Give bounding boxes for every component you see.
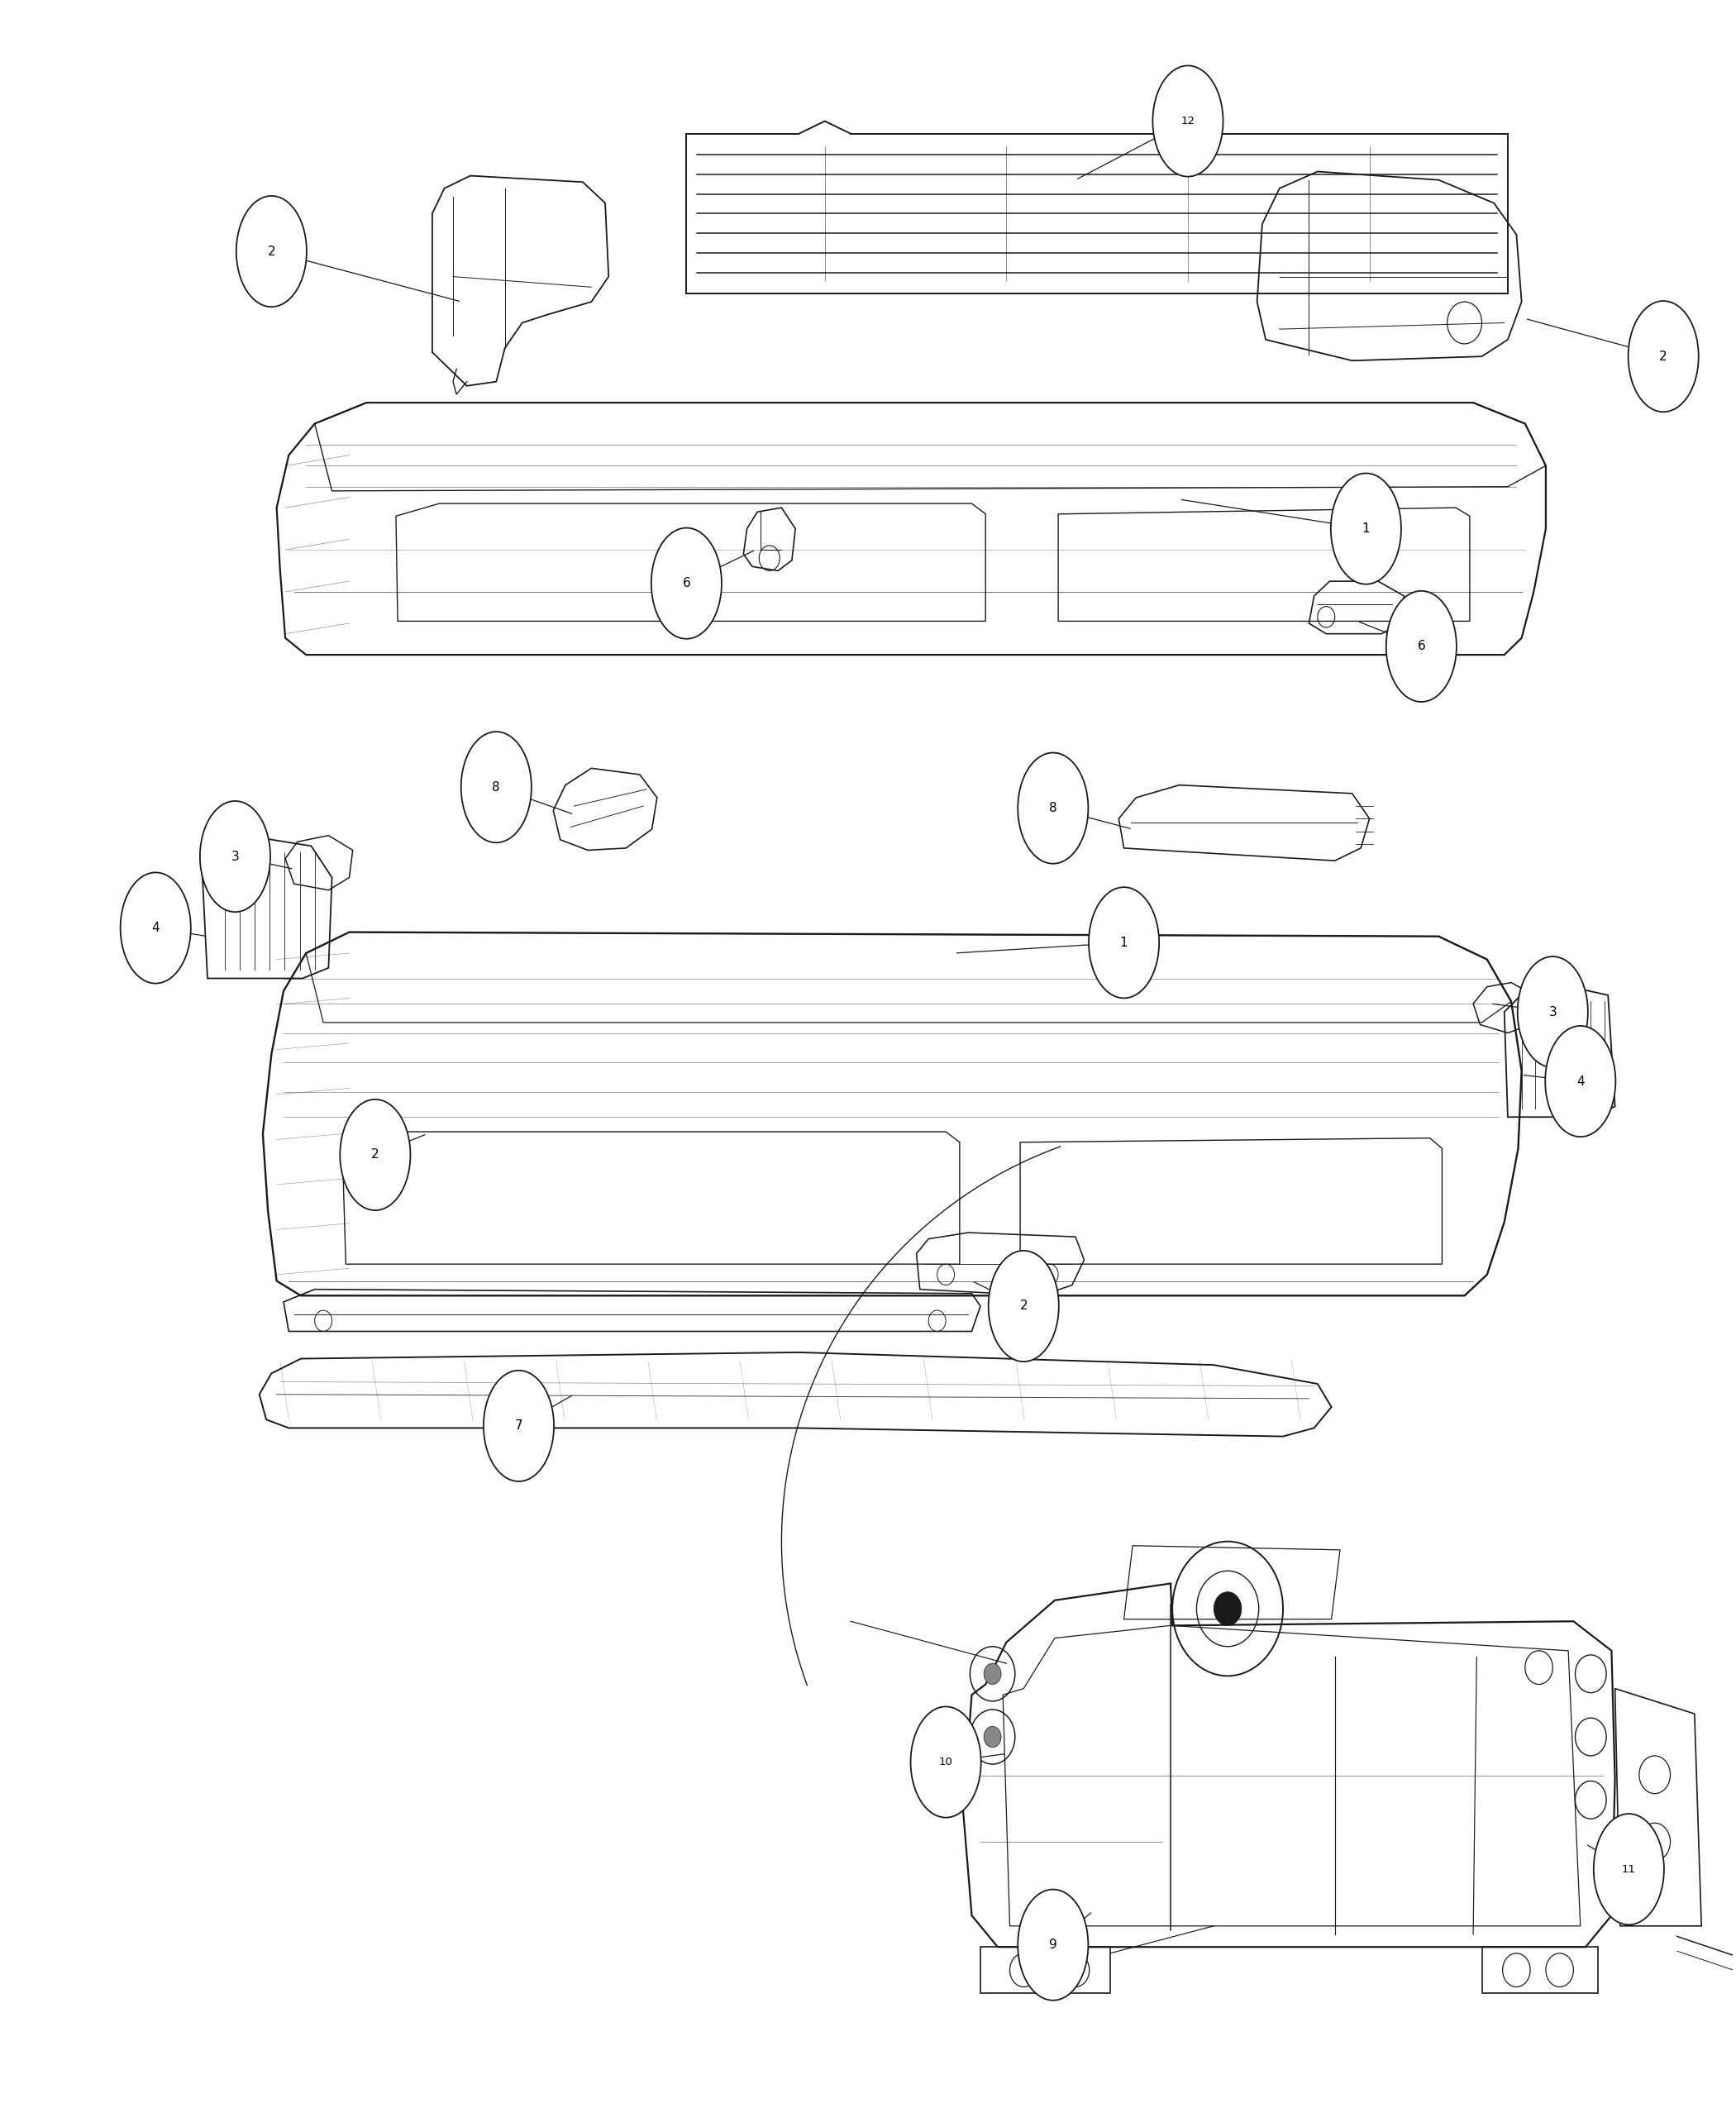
Ellipse shape xyxy=(911,1707,981,1817)
Text: 4: 4 xyxy=(1576,1075,1585,1088)
Ellipse shape xyxy=(236,196,307,308)
Text: 7: 7 xyxy=(516,1419,523,1431)
Text: 3: 3 xyxy=(231,850,240,862)
Text: 4: 4 xyxy=(151,921,160,934)
Ellipse shape xyxy=(1153,65,1224,177)
Text: 6: 6 xyxy=(682,578,691,590)
Text: 6: 6 xyxy=(1417,641,1425,653)
Ellipse shape xyxy=(1088,887,1160,997)
Ellipse shape xyxy=(340,1100,410,1210)
Ellipse shape xyxy=(1017,753,1088,864)
Ellipse shape xyxy=(200,801,271,913)
Text: 2: 2 xyxy=(372,1149,378,1162)
Text: 3: 3 xyxy=(1549,1006,1557,1018)
Ellipse shape xyxy=(651,527,722,639)
Text: 8: 8 xyxy=(1049,801,1057,814)
Ellipse shape xyxy=(484,1370,554,1482)
Ellipse shape xyxy=(120,873,191,984)
Text: 11: 11 xyxy=(1621,1863,1635,1874)
Circle shape xyxy=(984,1663,1002,1684)
Ellipse shape xyxy=(1385,590,1457,702)
Text: 12: 12 xyxy=(1180,116,1194,126)
Text: 10: 10 xyxy=(939,1756,953,1767)
Text: 2: 2 xyxy=(1660,350,1667,363)
Circle shape xyxy=(984,1726,1002,1748)
Text: 9: 9 xyxy=(1049,1939,1057,1952)
Ellipse shape xyxy=(1594,1813,1665,1925)
Ellipse shape xyxy=(1545,1027,1616,1136)
Ellipse shape xyxy=(1017,1889,1088,2000)
Ellipse shape xyxy=(1517,957,1588,1067)
Ellipse shape xyxy=(1628,301,1698,411)
Text: 2: 2 xyxy=(1019,1301,1028,1313)
Text: 1: 1 xyxy=(1363,523,1370,535)
Text: 1: 1 xyxy=(1120,936,1128,949)
Ellipse shape xyxy=(1332,474,1401,584)
Ellipse shape xyxy=(462,731,531,843)
Text: 8: 8 xyxy=(493,780,500,793)
Text: 2: 2 xyxy=(267,245,276,257)
Ellipse shape xyxy=(988,1250,1059,1362)
Circle shape xyxy=(1213,1592,1241,1625)
